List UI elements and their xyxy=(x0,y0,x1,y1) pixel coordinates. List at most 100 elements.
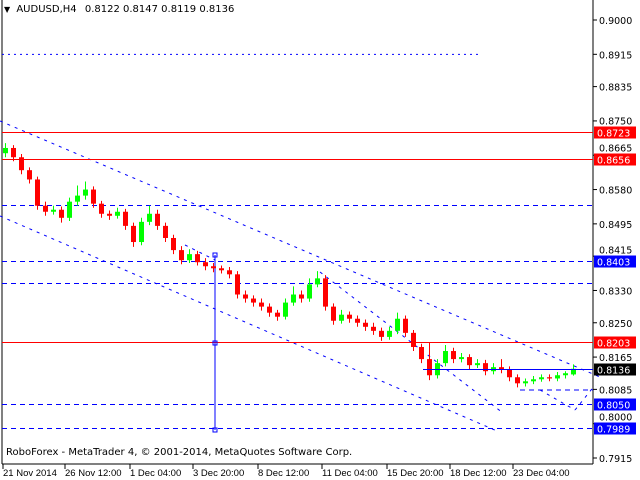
candle-body xyxy=(123,211,128,226)
candle xyxy=(331,303,336,325)
candle-body xyxy=(59,209,64,218)
candle xyxy=(227,267,232,279)
candle xyxy=(371,322,376,335)
trend-line xyxy=(539,389,576,411)
anchor-square xyxy=(212,427,218,433)
candle xyxy=(475,359,480,368)
candle xyxy=(379,327,384,341)
candle xyxy=(411,330,416,352)
candle-body xyxy=(475,363,480,366)
candle xyxy=(427,342,432,381)
candle xyxy=(115,207,120,219)
candle xyxy=(19,154,24,175)
candle-body xyxy=(251,298,256,303)
candle-body xyxy=(443,351,448,364)
candle-body xyxy=(115,211,120,216)
y-tick-label: 0.8915 xyxy=(599,50,632,61)
collapse-triangle-icon[interactable]: ▼ xyxy=(4,5,11,14)
candle-body xyxy=(419,346,424,360)
candle xyxy=(27,167,32,184)
candle-body xyxy=(379,330,384,337)
x-tick-label: 3 Dec 20:00 xyxy=(193,468,244,479)
candle xyxy=(275,309,280,321)
candle xyxy=(75,185,80,206)
current-price-label: 0.8136 xyxy=(597,366,630,377)
candle xyxy=(347,311,352,323)
candle-body xyxy=(323,278,328,307)
candle-body xyxy=(275,312,280,317)
candle-body xyxy=(131,225,136,243)
candle xyxy=(195,250,200,266)
price-badge xyxy=(594,398,636,411)
price-badge xyxy=(594,153,636,166)
candle-body xyxy=(3,147,8,154)
candle-body xyxy=(19,157,24,171)
y-tick-label: 0.8495 xyxy=(599,220,632,231)
candle-body xyxy=(75,195,80,202)
candle xyxy=(67,197,72,222)
candle xyxy=(435,359,440,379)
anchor-square xyxy=(212,340,218,346)
candle xyxy=(363,319,368,331)
copyright-text: RoboForex - MetaTrader 4, © 2001-2014, M… xyxy=(6,447,353,458)
candle xyxy=(483,359,488,376)
price-badge-label: 0.8203 xyxy=(597,339,630,350)
candle-body xyxy=(67,201,72,218)
x-tick-label: 15 Dec 20:00 xyxy=(387,468,444,479)
x-tick-label: 8 Dec 12:00 xyxy=(258,468,309,479)
candle xyxy=(323,275,328,311)
current-price-badge xyxy=(594,363,636,376)
anchor-square xyxy=(212,252,218,258)
price-badge xyxy=(594,422,636,435)
candle-body xyxy=(211,266,216,269)
y-tick-label: 0.8750 xyxy=(599,117,632,128)
price-badge-label: 0.7989 xyxy=(597,425,630,436)
trend-line xyxy=(184,244,216,261)
candle xyxy=(563,371,568,379)
candle xyxy=(243,290,248,303)
x-tick-label: 26 Nov 12:00 xyxy=(65,468,122,479)
price-badge xyxy=(594,336,636,349)
candle xyxy=(283,298,288,320)
candle-body xyxy=(219,268,224,271)
candle-body xyxy=(147,213,152,222)
candle-body xyxy=(107,213,112,216)
candle-body xyxy=(555,375,560,379)
x-tick-label: 11 Dec 04:00 xyxy=(322,468,378,479)
candle-body xyxy=(51,209,56,212)
candle-body xyxy=(11,147,16,158)
candle-body xyxy=(195,254,200,263)
candle xyxy=(107,210,112,220)
candle-body xyxy=(91,189,96,204)
candle-body xyxy=(259,302,264,307)
candle-body xyxy=(403,318,408,333)
candle-body xyxy=(43,205,48,212)
price-badge-label: 0.8403 xyxy=(597,258,630,269)
candle xyxy=(51,205,56,215)
y-tick-label: 0.8580 xyxy=(599,186,632,197)
y-tick-label: 0.8000 xyxy=(599,413,632,424)
candle xyxy=(187,249,192,264)
candle-body xyxy=(315,278,320,285)
candle xyxy=(387,326,392,340)
candle xyxy=(259,298,264,311)
candle-body xyxy=(427,359,432,376)
price-badge-label: 0.8723 xyxy=(597,129,630,140)
candle xyxy=(219,265,224,274)
candle xyxy=(403,315,408,337)
candle xyxy=(547,374,552,382)
candle-body xyxy=(307,284,312,299)
candle xyxy=(147,205,152,226)
y-tick-label: 0.8415 xyxy=(599,246,632,257)
candle-body xyxy=(35,179,40,206)
trend-line xyxy=(319,271,504,414)
candle-body xyxy=(459,357,464,360)
y-tick-label: 0.8250 xyxy=(599,319,632,330)
candle-body xyxy=(515,377,520,384)
candle xyxy=(211,263,216,273)
candle xyxy=(11,145,16,162)
candle xyxy=(459,353,464,363)
candle xyxy=(395,312,400,335)
